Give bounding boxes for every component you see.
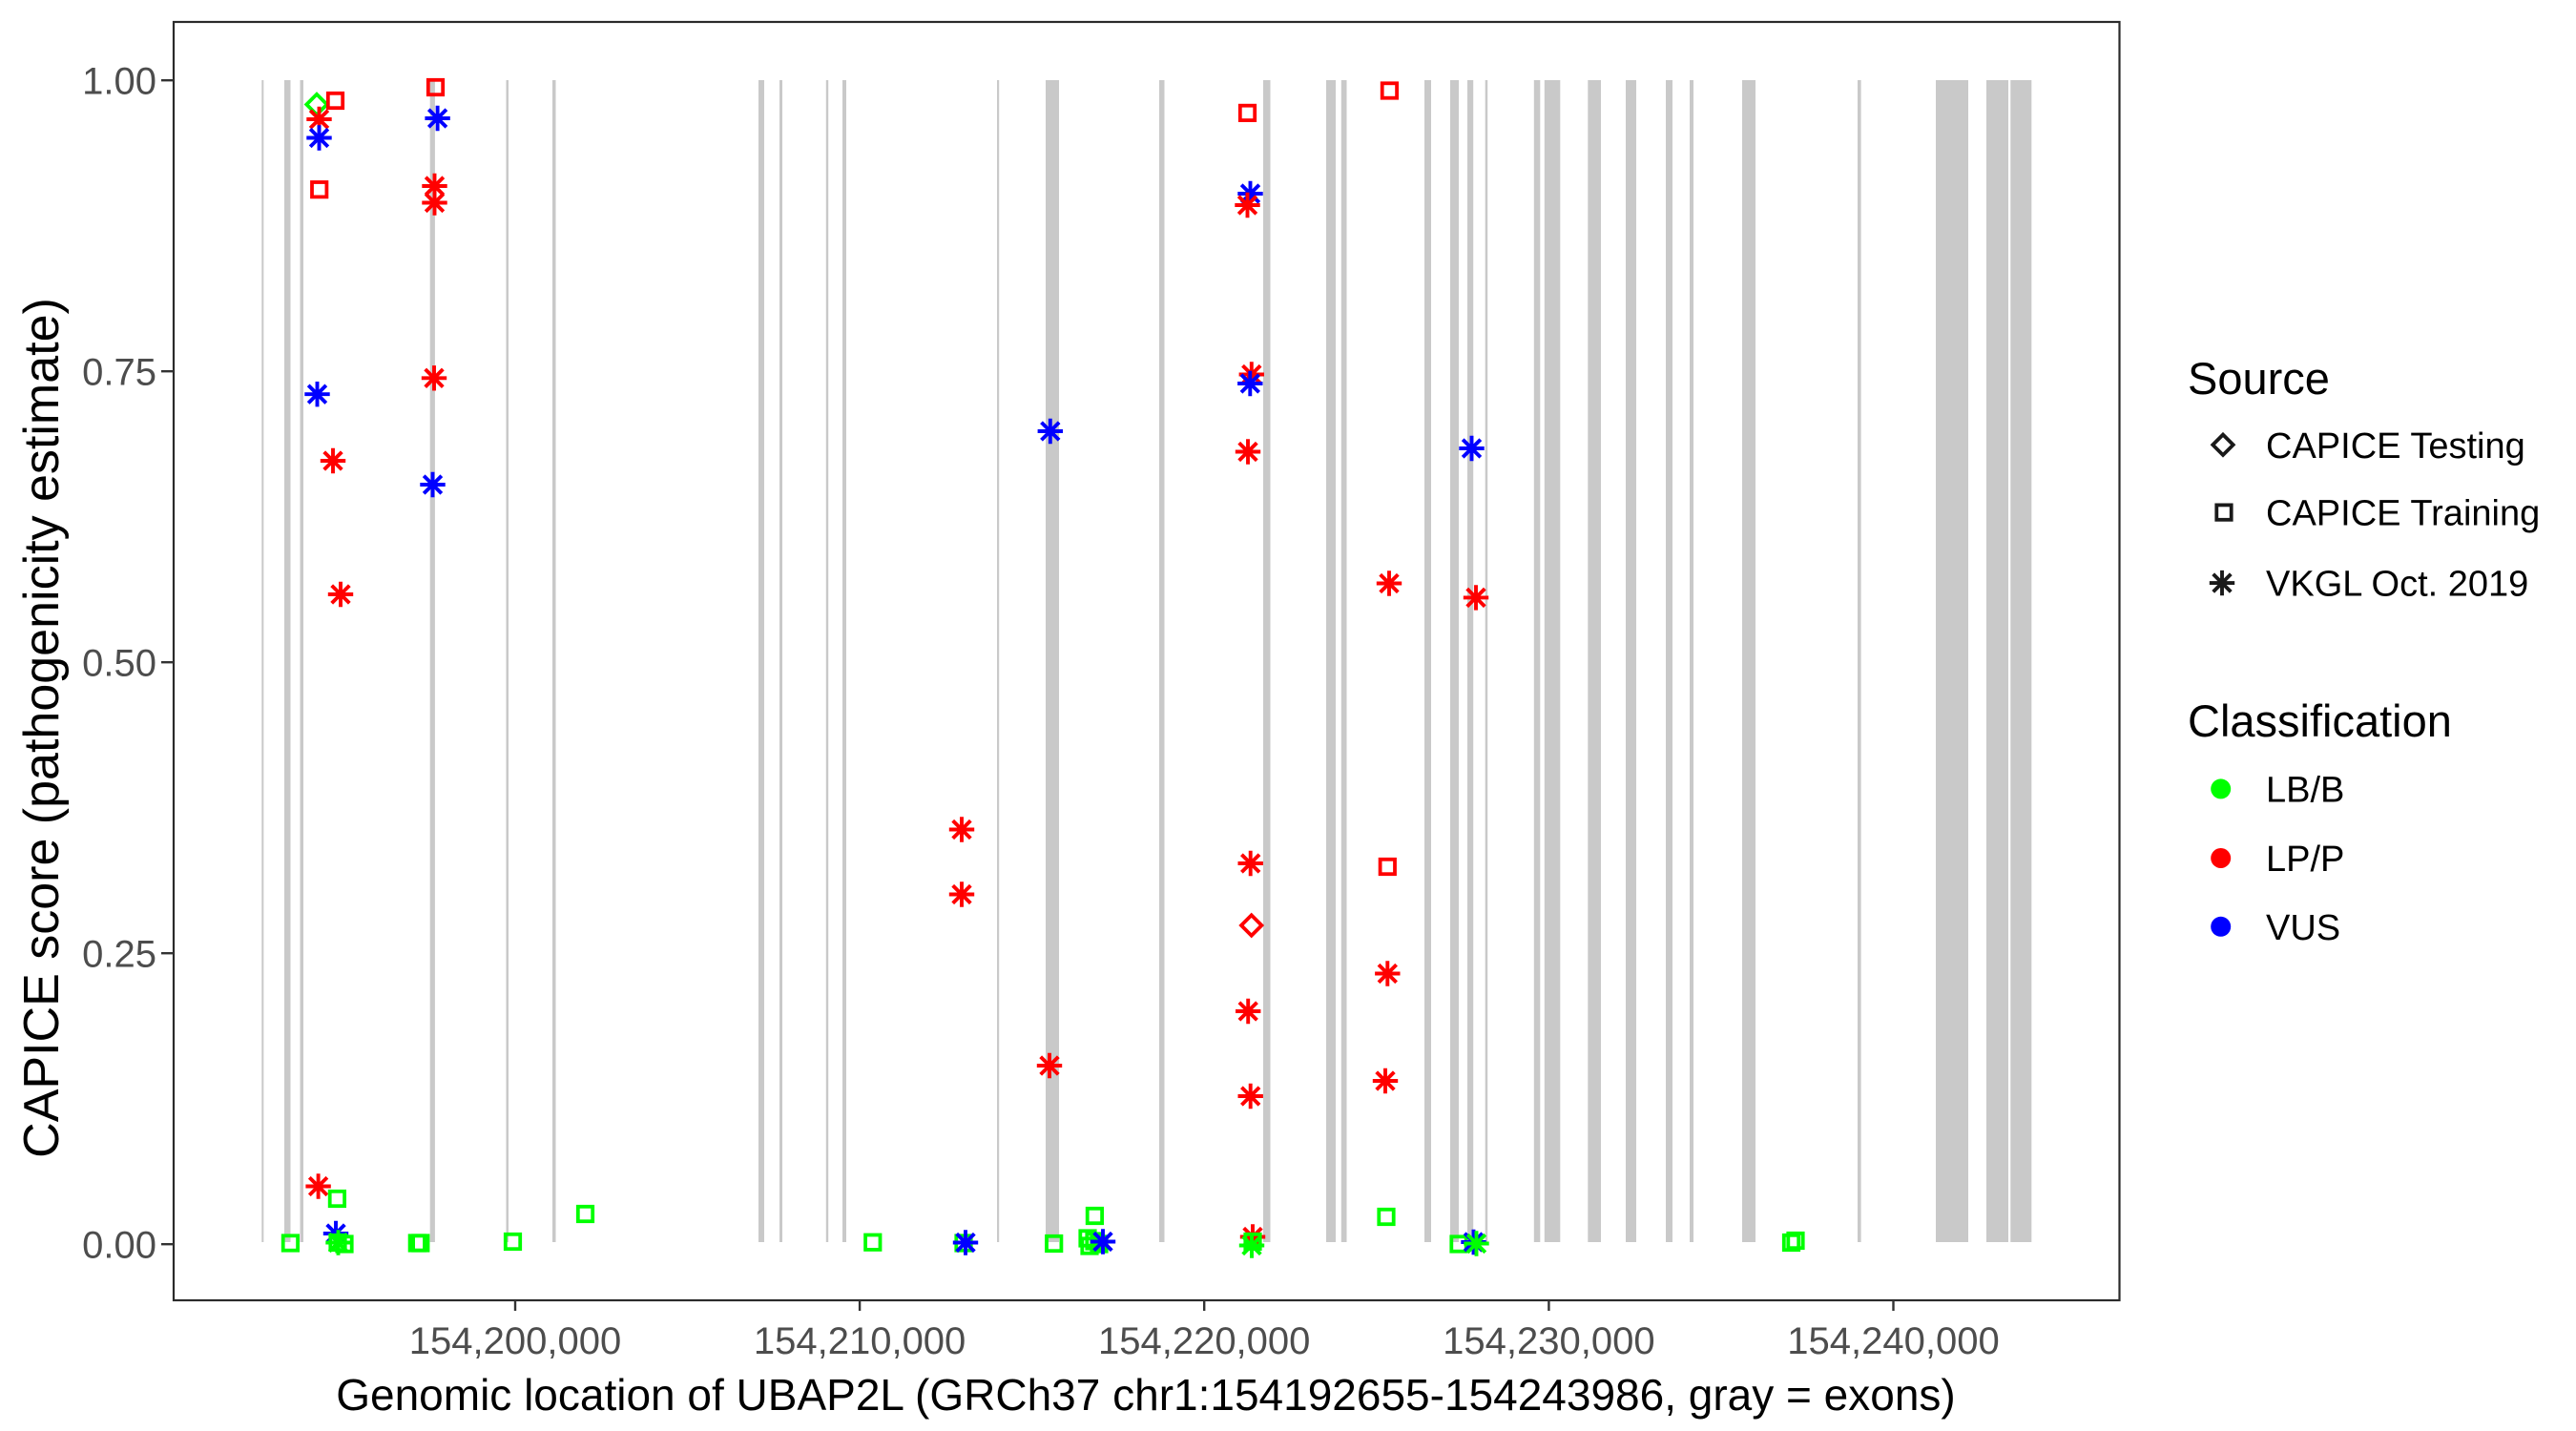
svg-text:154,200,000: 154,200,000 xyxy=(409,1320,621,1362)
svg-text:VKGL Oct. 2019: VKGL Oct. 2019 xyxy=(2266,565,2528,605)
svg-text:154,240,000: 154,240,000 xyxy=(1787,1320,1999,1362)
svg-text:Source: Source xyxy=(2188,353,2330,404)
svg-text:Genomic location of UBAP2L (GR: Genomic location of UBAP2L (GRCh37 chr1:… xyxy=(336,1370,1956,1420)
svg-text:Classification: Classification xyxy=(2188,695,2452,746)
svg-text:154,230,000: 154,230,000 xyxy=(1443,1320,1654,1362)
svg-text:1.00: 1.00 xyxy=(82,61,156,103)
svg-text:0.50: 0.50 xyxy=(82,643,156,685)
svg-text:154,210,000: 154,210,000 xyxy=(754,1320,966,1362)
svg-text:0.00: 0.00 xyxy=(82,1225,156,1267)
svg-text:CAPICE score (pathogenicity es: CAPICE score (pathogenicity estimate) xyxy=(14,298,70,1158)
svg-text:LB/B: LB/B xyxy=(2266,770,2344,810)
svg-text:CAPICE Testing: CAPICE Testing xyxy=(2266,426,2525,467)
svg-text:VUS: VUS xyxy=(2266,908,2340,948)
svg-text:0.75: 0.75 xyxy=(82,352,156,394)
svg-text:LP/P: LP/P xyxy=(2266,840,2344,880)
svg-text:CAPICE Training: CAPICE Training xyxy=(2266,494,2540,534)
svg-text:0.25: 0.25 xyxy=(82,934,156,976)
svg-text:154,220,000: 154,220,000 xyxy=(1098,1320,1310,1362)
